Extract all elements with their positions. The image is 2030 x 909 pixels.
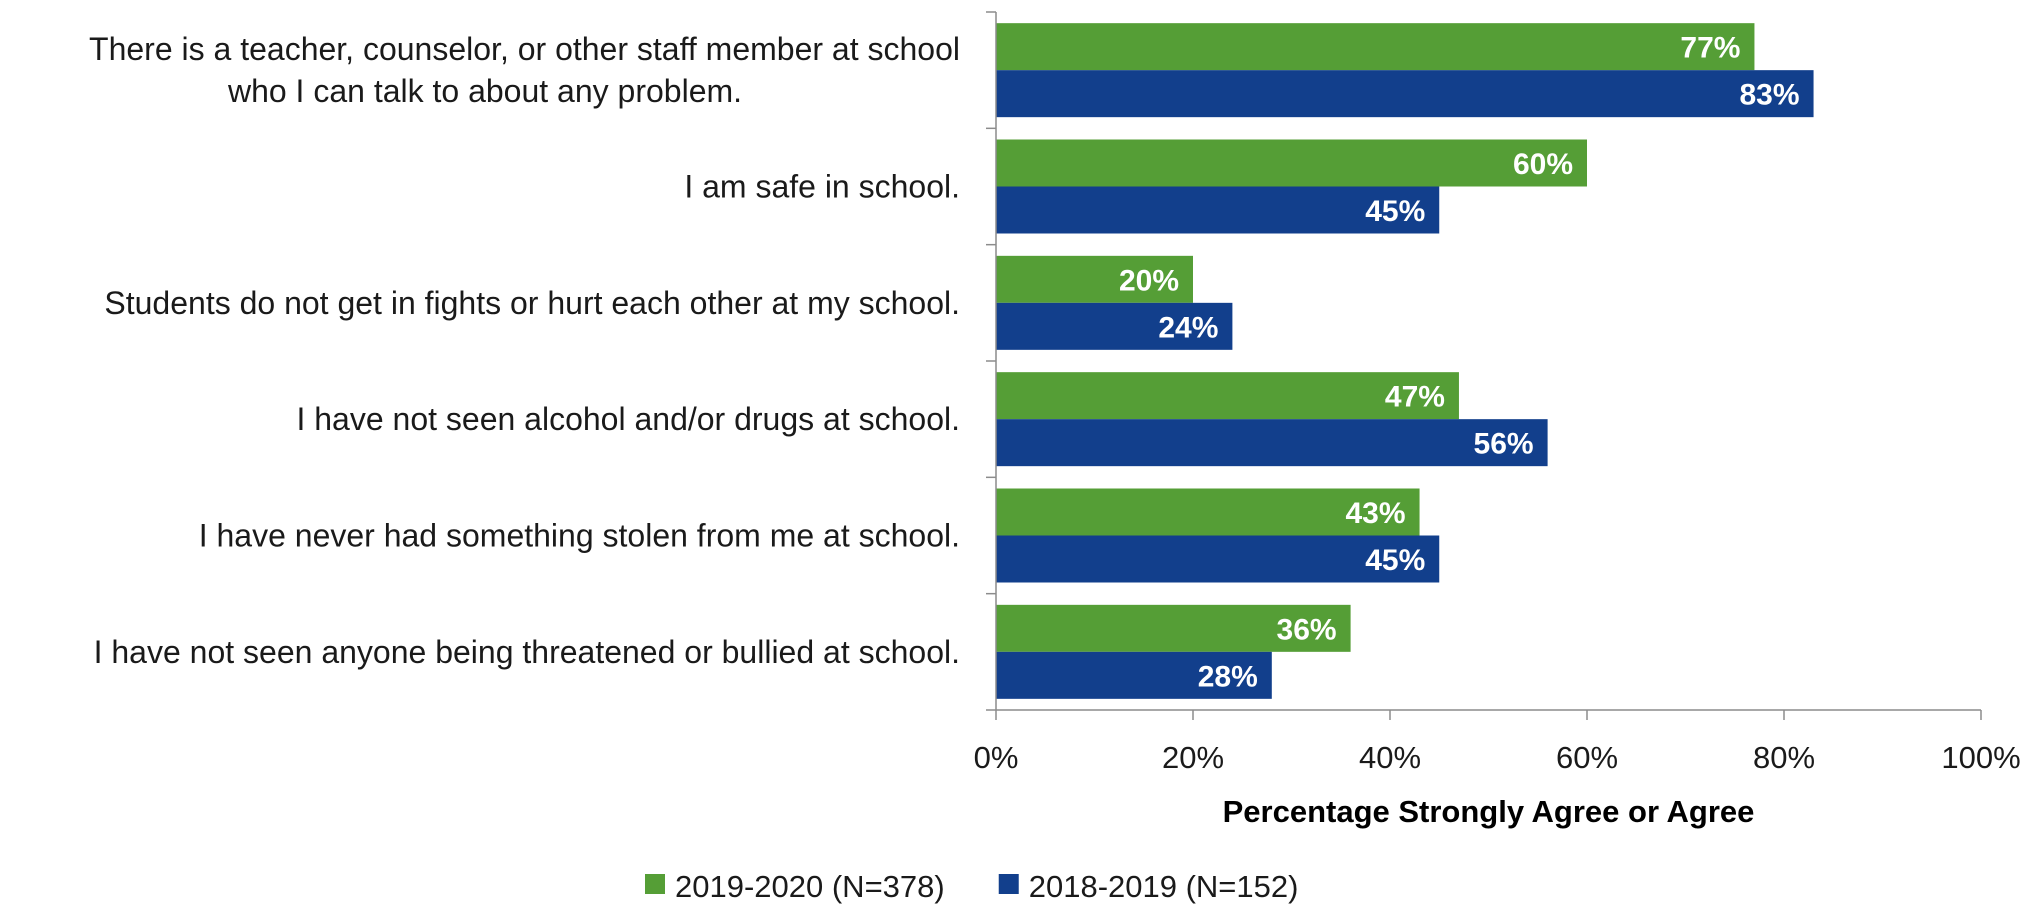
axis-layer [986, 11, 1982, 720]
bar-s1-c5 [996, 651, 1272, 699]
x-tick-label-0: 0% [974, 740, 1019, 775]
bar-s0-c3 [996, 372, 1459, 420]
bar-s0-c2 [996, 255, 1193, 303]
x-tick-label-3: 60% [1556, 740, 1618, 775]
bar-s1-c3 [996, 419, 1548, 467]
bar-value-label-s0-c2: 20% [1119, 264, 1179, 297]
bar-value-label-s0-c3: 47% [1385, 381, 1445, 414]
category-label-0-line-0: There is a teacher, counselor, or other … [89, 31, 960, 67]
bar-value-label-s1-c4: 45% [1365, 544, 1425, 577]
x-tick-label-4: 80% [1753, 740, 1815, 775]
category-label-1: I am safe in school. [684, 169, 960, 205]
bar-s1-c4 [996, 535, 1440, 583]
labels-layer: 77%83% There is a teacher, counselor, or … [89, 31, 2021, 829]
category-label-2: Students do not get in fights or hurt ea… [104, 285, 960, 321]
bar-value-label-s1-c0: 83% [1740, 79, 1800, 112]
bar-s0-c0 [996, 23, 1755, 71]
bar-value-label-s1-c1: 45% [1365, 195, 1425, 228]
bar-s0-c5 [996, 604, 1351, 652]
bar-s0-c1 [996, 139, 1587, 187]
legend-label-1: 2018-2019 (N=152) [1029, 869, 1299, 904]
legend-swatch-0 [645, 874, 665, 894]
legend: 2019-2020 (N=378) 2018-2019 (N=152) [645, 869, 1298, 904]
bar-s1-c1 [996, 186, 1440, 234]
category-label-0-line-1: who I can talk to about any problem. [227, 73, 742, 109]
bar-value-label-s1-c2: 24% [1158, 311, 1218, 344]
bar-value-label-s1-c5: 28% [1198, 660, 1258, 693]
bar-value-label-s0-c4: 43% [1346, 497, 1406, 530]
x-tick-label-2: 40% [1359, 740, 1421, 775]
bar-value-label-s1-c3: 56% [1474, 428, 1534, 461]
x-tick-label-1: 20% [1162, 740, 1224, 775]
bar-s1-c0 [996, 70, 1814, 118]
bar-value-label-s0-c5: 36% [1277, 613, 1337, 646]
x-axis-title: Percentage Strongly Agree or Agree [1223, 794, 1755, 829]
bars-layer [996, 23, 1814, 699]
legend-label-0: 2019-2020 (N=378) [675, 869, 945, 904]
category-label-3: I have not seen alcohol and/or drugs at … [296, 401, 960, 437]
bar-value-label-s0-c0: 77% [1680, 32, 1740, 65]
x-tick-label-5: 100% [1941, 740, 2020, 775]
category-label-5: I have not seen anyone being threatened … [94, 634, 960, 670]
legend-swatch-1 [998, 874, 1019, 894]
bar-value-label-s0-c1: 60% [1513, 148, 1573, 181]
category-label-4: I have never had something stolen from m… [199, 518, 960, 554]
bar-s1-c2 [996, 302, 1233, 350]
bar-s0-c4 [996, 488, 1420, 536]
